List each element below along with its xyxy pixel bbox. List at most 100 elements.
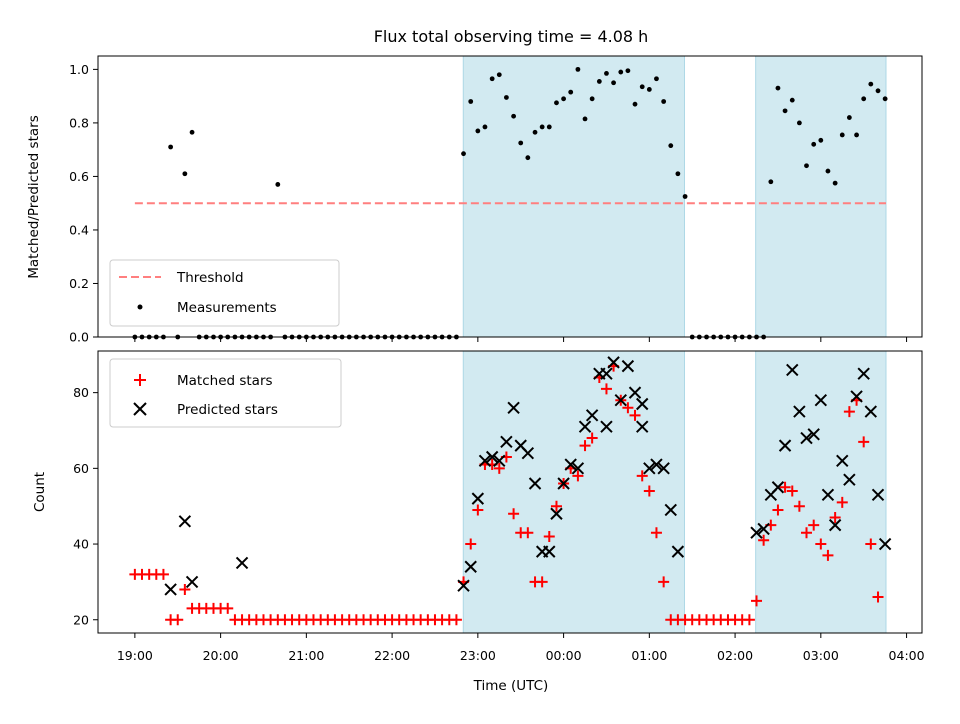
predicted-star-marker (843, 473, 856, 486)
predicted-star-marker (500, 435, 513, 449)
predicted-star-marker (750, 526, 763, 539)
predicted-star-marker (614, 394, 627, 407)
matched-star-marker (822, 549, 834, 561)
measurement-point (675, 171, 681, 177)
matched-star-marker (858, 436, 870, 448)
measurement-point (589, 96, 595, 102)
bottom-y-tick-label: 20 (73, 612, 89, 627)
bottom-panel-frame (97, 350, 923, 634)
measurement-point (468, 99, 474, 104)
top-y-tick-label: 0.6 (69, 169, 89, 184)
top-shaded-regions (462, 55, 887, 338)
x-tick-label: 19:00 (117, 648, 153, 663)
measurement-point (825, 168, 831, 174)
measurement-point (804, 163, 809, 169)
measurement-point (768, 179, 774, 185)
measurement-point (539, 124, 545, 130)
matched-stars-points (129, 360, 884, 626)
matched-star-marker (493, 462, 505, 474)
measurement-point (489, 76, 495, 82)
predicted-star-marker (464, 560, 477, 573)
predicted-stars-points (164, 356, 892, 596)
bottom-legend-box (109, 358, 342, 428)
top-y-tick-label: 0.0 (69, 330, 89, 345)
x-tick-label: 04:00 (889, 648, 925, 663)
matched-star-marker (650, 527, 662, 539)
measurement-point (839, 132, 845, 138)
matched-star-marker (600, 383, 612, 395)
x-tick-label: 03:00 (803, 648, 839, 663)
measurement-point (882, 96, 888, 102)
matched-star-marker (622, 402, 634, 414)
matched-star-marker (865, 538, 877, 550)
measurement-point (618, 69, 624, 75)
predicted-star-marker (185, 575, 199, 589)
measurement-point (661, 99, 667, 104)
x-tick-label: 22:00 (374, 648, 410, 663)
matched-star-marker (836, 496, 848, 508)
matched-star-marker (751, 595, 763, 607)
predicted-star-marker (664, 503, 677, 517)
measurement-point (868, 81, 874, 87)
predicted-star-marker (657, 462, 670, 475)
top-legend-box (109, 259, 340, 327)
predicted-star-marker (550, 507, 563, 520)
predicted-star-marker (507, 401, 520, 414)
matched-star-marker (222, 602, 234, 614)
predicted-star-marker (585, 409, 599, 422)
matched-star-marker (522, 527, 534, 539)
top-y-ticks: 0.0 0.2 0.4 0.6 0.8 1.0 (69, 62, 98, 345)
matched-star-marker (872, 591, 884, 603)
bottom-y-axis-label: Count (32, 472, 48, 512)
measurement-point (604, 70, 609, 76)
matched-star-marker (579, 440, 591, 452)
top-y-tick-label: 0.2 (69, 276, 89, 291)
x-axis-label: Time (UTC) (473, 678, 549, 694)
measurement-point (475, 128, 481, 134)
predicted-star-marker (778, 439, 792, 452)
predicted-star-marker (671, 545, 685, 558)
matched-star-marker (743, 614, 755, 626)
predicted-star-marker (600, 420, 613, 433)
predicted-star-marker (528, 477, 542, 490)
predicted-star-marker (493, 454, 506, 467)
bottom-x-ticks: 19:00 20:00 21:00 22:00 23:00 00:00 01:00 02:00… (117, 633, 925, 663)
predicted-star-marker (800, 431, 813, 445)
measurement-point (582, 116, 588, 122)
measurement-point (503, 95, 509, 100)
matched-star-marker (629, 409, 641, 421)
predicted-star-marker (478, 454, 492, 467)
matched-star-marker (829, 512, 841, 524)
measurement-point (625, 68, 631, 74)
matched-star-marker (772, 504, 784, 516)
measurement-point (611, 80, 616, 86)
measurement-point (668, 143, 674, 149)
predicted-star-marker (600, 367, 613, 380)
predicted-star-marker (878, 537, 892, 551)
measurements-legend-label: Measurements (177, 300, 277, 316)
measurement-point (561, 96, 566, 102)
bottom-shaded-regions (462, 350, 887, 634)
matched-legend-label: Matched stars (177, 373, 273, 389)
predicted-star-marker (814, 394, 828, 407)
x-tick-label: 02:00 (717, 648, 753, 663)
predicted-star-marker (235, 556, 249, 570)
shaded-region (755, 350, 887, 634)
matched-star-marker (572, 470, 584, 482)
x-tick-label: 23:00 (460, 648, 496, 663)
matched-star-marker (179, 583, 191, 595)
measurement-point (546, 124, 552, 130)
matched-star-marker (808, 519, 820, 531)
measurement-point (811, 141, 817, 147)
matched-star-marker (536, 576, 548, 588)
top-y-tick-label: 1.0 (69, 62, 89, 77)
top-y-tick-label: 0.8 (69, 115, 89, 130)
bottom-y-ticks: 20 40 60 80 (73, 385, 98, 627)
predicted-star-marker (771, 481, 785, 494)
bottom-y-tick-label: 40 (73, 537, 89, 552)
measurement-point (854, 132, 859, 138)
predicted-star-marker (543, 545, 556, 558)
measurement-point (632, 101, 638, 107)
predicted-star-marker (807, 428, 820, 441)
matched-star-marker (472, 504, 484, 516)
